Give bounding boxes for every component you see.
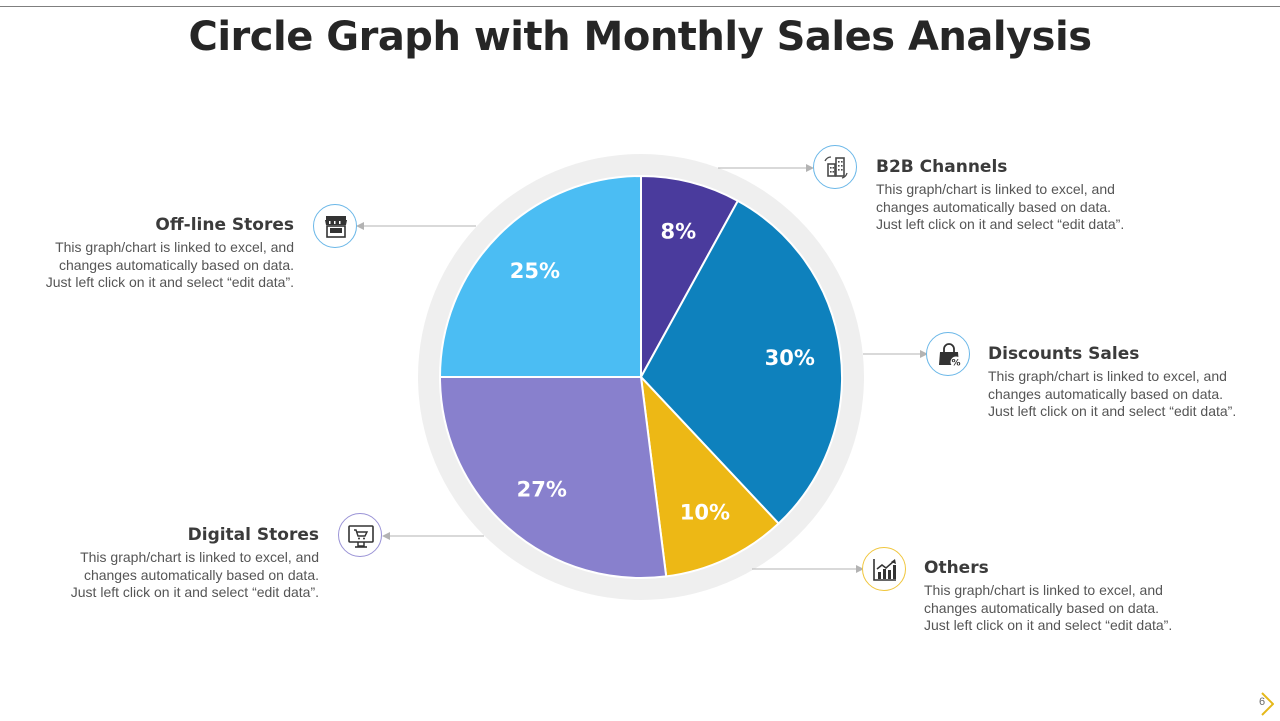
callout-text-line: changes automatically based on data. — [924, 599, 1160, 616]
callout-heading: Digital Stores — [187, 525, 319, 545]
callout-heading: Others — [924, 558, 989, 578]
arrowhead-discounts — [920, 350, 928, 358]
pie-slice-others — [639, 374, 781, 578]
callout-b2b: B2B Channels This graph/chart is linked … — [876, 157, 1124, 234]
arrowhead-digital — [382, 532, 390, 540]
callout-others: Others This graph/chart is linked to exc… — [924, 558, 1172, 635]
callout-text-line: changes automatically based on data. — [83, 566, 319, 583]
callout-text-line: changes automatically based on data. — [988, 385, 1224, 402]
callout-text-line: Just left click on it and select “edit d… — [876, 216, 1125, 232]
pie-slice-off-line-stores — [438, 174, 642, 378]
pie-slice-label: 25% — [510, 259, 560, 283]
callout-text-line: Just left click on it and select “edit d… — [70, 584, 319, 600]
pie-slice-label: 27% — [517, 478, 567, 502]
pie-slice-label: 10% — [680, 501, 730, 525]
arrowhead-others — [856, 565, 864, 573]
callout-heading: Discounts Sales — [988, 344, 1140, 364]
callout-text-line: This graph/chart is linked to excel, and — [988, 368, 1227, 384]
monitor-cart-icon — [338, 513, 382, 557]
arrowhead-offline — [356, 222, 364, 230]
callout-heading: B2B Channels — [876, 157, 1008, 177]
top-rule — [0, 6, 1280, 7]
pie-slices — [438, 174, 843, 579]
pie-slice-label: 30% — [765, 346, 815, 370]
pie-slice-label: 8% — [660, 220, 696, 244]
bar-chart-growth-icon — [862, 547, 906, 591]
pie-slice-digital-stores — [438, 376, 668, 579]
connector-lines — [362, 167, 922, 570]
callout-discounts: Discounts Sales This graph/chart is link… — [988, 344, 1236, 421]
pie-slice-discounts-sales — [639, 199, 843, 525]
page-title: Circle Graph with Monthly Sales Analysis — [188, 14, 1092, 60]
buildings-icon — [813, 145, 857, 189]
callout-text-line: This graph/chart is linked to excel, and — [876, 181, 1115, 197]
callout-text-line: Just left click on it and select “edit d… — [924, 617, 1173, 633]
storefront-icon — [313, 204, 357, 248]
callout-digital: Digital Stores This graph/chart is linke… — [20, 525, 319, 602]
callout-text-line: changes automatically based on data. — [876, 198, 1112, 215]
page-number-marker: 6 — [1250, 692, 1275, 716]
callout-text-line: This graph/chart is linked to excel, and — [80, 549, 319, 565]
callout-offline: Off-line Stores This graph/chart is link… — [0, 215, 294, 292]
connector-arrowheads — [356, 164, 928, 573]
pie-slice-labels: 8% 30% 10% 27% 25% — [510, 220, 815, 525]
callout-text-line: Just left click on it and select “edit d… — [45, 274, 294, 290]
callout-heading: Off-line Stores — [155, 215, 294, 235]
svg-text:%: % — [951, 359, 960, 369]
arrowhead-b2b — [806, 164, 814, 172]
callout-text-line: changes automatically based on data. — [58, 256, 294, 273]
pie-slice-b2b-channels — [640, 174, 740, 378]
shopping-bag-percent-icon: % — [926, 332, 970, 376]
callout-text-line: Just left click on it and select “edit d… — [988, 403, 1237, 419]
callout-text-line: This graph/chart is linked to excel, and — [55, 239, 294, 255]
page-number: 6 — [1258, 696, 1266, 708]
page-number-diamond — [1261, 692, 1275, 716]
callout-text-line: This graph/chart is linked to excel, and — [924, 582, 1163, 598]
